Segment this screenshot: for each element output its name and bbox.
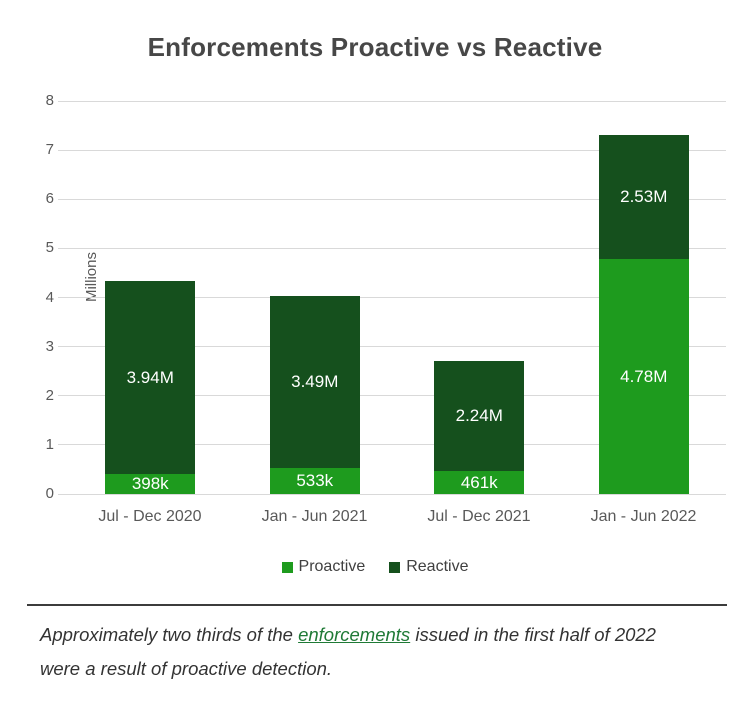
- y-tick-label-4: 4: [45, 288, 54, 306]
- bar-segment-reactive: 2.24M: [434, 361, 525, 472]
- gridline-7: [58, 149, 726, 151]
- legend-label: Proactive: [298, 558, 366, 575]
- bar-segment-reactive: 3.49M: [269, 296, 360, 468]
- gridline-0: [58, 493, 726, 495]
- caption-line-1: Approximately two thirds of the enforcem…: [40, 618, 710, 652]
- y-tick-label-5: 5: [45, 239, 54, 257]
- stacked-bar-4: 2.53M 4.78M: [598, 134, 689, 494]
- bar-segment-proactive: 4.78M: [598, 259, 689, 494]
- stacked-bar-1: 3.94M 398k: [105, 280, 196, 494]
- legend-item-reactive: Reactive: [389, 558, 468, 576]
- bar-segment-proactive: 461k: [434, 471, 525, 494]
- x-axis-label-4: Jan - Jun 2022: [590, 508, 697, 525]
- y-tick-label-6: 6: [45, 190, 54, 208]
- gridline-4: [58, 297, 726, 298]
- bar-segment-proactive: 533k: [269, 467, 360, 494]
- bar-segment-reactive: 3.94M: [105, 280, 196, 475]
- gridline-1: [58, 444, 726, 446]
- legend-item-proactive: Proactive: [281, 558, 366, 576]
- x-axis-label-1: Jul - Dec 2020: [98, 508, 202, 525]
- plot-area: Millions 0 1 2 3 4 5 6 7 8 3.94M 398k Jul - Dec 202…: [46, 92, 726, 525]
- x-axis-label-3: Jul - Dec 2021: [427, 508, 531, 525]
- stacked-bar-3: 2.24M 461k: [434, 361, 525, 494]
- legend-swatch-icon: [281, 561, 293, 573]
- chart-title: Enforcements Proactive vs Reactive: [147, 32, 603, 62]
- separator-line: [27, 604, 727, 606]
- legend-swatch-icon: [389, 561, 401, 573]
- y-axis-title: Millions: [83, 252, 100, 303]
- caption-line-2: were a result of proactive detection.: [40, 658, 333, 679]
- gridline-2: [58, 395, 726, 397]
- bar-segment-reactive: 2.53M: [598, 134, 689, 260]
- caption-text-before: Approximately two thirds of the: [40, 624, 299, 645]
- gridline-3: [58, 346, 726, 348]
- caption-text-after: issued in the first half of 2022: [410, 624, 656, 645]
- y-tick-label-8: 8: [45, 92, 54, 109]
- enforcements-link[interactable]: enforcements: [298, 624, 411, 645]
- legend: Proactive Reactive: [0, 558, 750, 576]
- gridline-6: [58, 198, 726, 200]
- gridline-8: [58, 100, 726, 102]
- stacked-bar-2: 3.49M 533k: [269, 296, 360, 494]
- y-tick-label-7: 7: [45, 141, 54, 159]
- y-tick-label-1: 1: [45, 435, 54, 453]
- y-tick-label-3: 3: [45, 337, 54, 355]
- gridline-5: [58, 247, 726, 249]
- legend-label: Reactive: [406, 558, 469, 575]
- x-axis-label-2: Jan - Jun 2021: [261, 508, 368, 525]
- y-tick-label-0: 0: [45, 485, 54, 502]
- bar-segment-proactive: 398k: [105, 474, 196, 494]
- caption: Approximately two thirds of the enforcem…: [40, 618, 710, 686]
- y-tick-label-2: 2: [45, 386, 54, 404]
